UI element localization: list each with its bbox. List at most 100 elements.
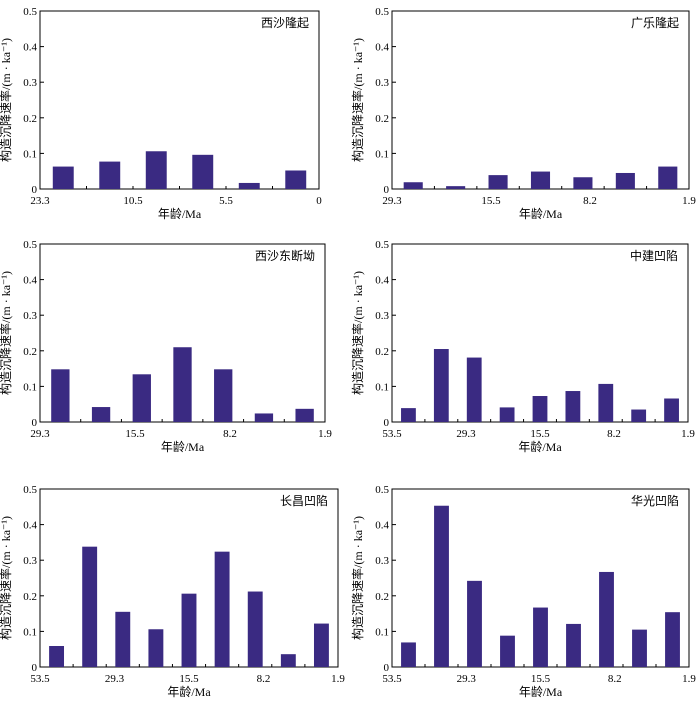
y-tick-label: 0.2 <box>375 346 389 358</box>
bar <box>82 546 98 667</box>
y-tick-label: 0.3 <box>23 310 37 322</box>
y-tick-label: 0.2 <box>23 591 37 603</box>
bar <box>664 398 679 422</box>
bar <box>632 629 647 667</box>
bar <box>446 186 466 189</box>
bar <box>115 611 131 667</box>
chart-panel: 0 0.1 0.2 0.3 0.4 0.5 29.3 15.5 8.2 1.9 西沙东断坳年龄/Ma… <box>0 239 332 454</box>
x-tick-label: 29.3 <box>456 428 476 440</box>
bar <box>285 170 307 189</box>
bar <box>51 369 70 422</box>
y-tick-label: 0.1 <box>375 626 389 638</box>
x-tick-label: 23.3 <box>30 195 50 207</box>
x-tick-label: 8.2 <box>607 428 621 440</box>
bar <box>214 551 230 667</box>
bar <box>565 391 581 422</box>
y-axis-label: 构造沉降速率/(m · ka⁻¹) <box>350 271 365 395</box>
bar <box>533 607 548 667</box>
x-axis-label: 年龄/Ma <box>158 207 202 221</box>
y-tick-label: 0 <box>32 417 38 429</box>
y-tick-label: 0.5 <box>375 239 389 251</box>
bar <box>145 151 167 189</box>
y-tick-label: 0.3 <box>375 310 389 322</box>
x-tick-label: 15.5 <box>530 428 550 440</box>
y-tick-label: 0.5 <box>23 484 37 496</box>
y-tick-label: 0.1 <box>23 148 37 160</box>
y-tick-label: 0.1 <box>375 148 389 160</box>
bar <box>599 571 614 667</box>
y-tick-label: 0.4 <box>23 42 37 54</box>
bar <box>466 357 482 422</box>
x-tick-label: 1.9 <box>682 673 696 685</box>
y-tick-label: 0.2 <box>375 113 389 125</box>
x-tick-label: 1.9 <box>331 673 345 685</box>
chart-title: 中建凹陷 <box>630 248 678 263</box>
chart-title: 西沙隆起 <box>261 15 309 30</box>
x-tick-label: 10.5 <box>123 195 143 207</box>
bar <box>566 623 581 667</box>
y-tick-label: 0.1 <box>23 381 37 393</box>
bar <box>467 580 482 667</box>
y-tick-label: 0.4 <box>375 42 389 54</box>
y-axis-label: 构造沉降速率/(m · ka⁻¹) <box>350 38 365 162</box>
y-tick-label: 0.5 <box>23 6 37 18</box>
y-tick-label: 0.5 <box>375 484 389 496</box>
plot-frame <box>39 10 320 190</box>
y-tick-label: 0.4 <box>23 275 37 287</box>
y-tick-label: 0.4 <box>375 275 389 287</box>
x-tick-label: 53.5 <box>382 428 402 440</box>
x-tick-label: 8.2 <box>608 673 622 685</box>
chart-title: 华光凹陷 <box>631 493 679 508</box>
y-tick-label: 0 <box>384 184 390 196</box>
x-tick-label: 15.5 <box>179 673 199 685</box>
x-tick-label: 53.5 <box>30 673 50 685</box>
y-axis-label: 构造沉降速率/(m · ka⁻¹) <box>0 38 13 162</box>
x-tick-label: 29.3 <box>30 428 50 440</box>
bar <box>181 593 197 667</box>
y-tick-label: 0.1 <box>375 381 389 393</box>
bar <box>401 408 416 422</box>
y-tick-label: 0 <box>384 662 390 674</box>
bar <box>631 409 647 422</box>
y-axis-label: 构造沉降速率/(m · ka⁻¹) <box>350 516 365 640</box>
chart-panel: 0 0.1 0.2 0.3 0.4 0.5 53.5 29.3 15.5 8.2 1.9 长昌凹陷年龄… <box>0 484 345 699</box>
y-tick-label: 0.4 <box>23 520 37 532</box>
bar <box>132 374 151 422</box>
bar <box>403 182 423 189</box>
y-tick-label: 0.2 <box>23 346 37 358</box>
chart-panel: 0 0.1 0.2 0.3 0.4 0.5 53.5 29.3 15.5 8.2 1.9 华光凹陷年龄… <box>350 484 696 699</box>
x-tick-label: 15.5 <box>531 673 551 685</box>
y-tick-label: 0.3 <box>23 77 37 89</box>
bar <box>500 635 515 667</box>
x-tick-label: 8.2 <box>223 428 237 440</box>
bar <box>247 591 263 667</box>
chart-title: 西沙东断坳 <box>255 248 315 263</box>
y-tick-label: 0.5 <box>23 239 37 251</box>
x-tick-label: 1.9 <box>681 428 695 440</box>
chart-panel: 0 0.1 0.2 0.3 0.4 0.5 53.5 29.3 15.5 8.2 1.9 中建凹陷年龄… <box>350 239 695 454</box>
y-tick-label: 0.3 <box>375 77 389 89</box>
bar <box>91 407 111 422</box>
bar <box>192 154 214 189</box>
x-axis-label: 年龄/Ma <box>167 685 211 699</box>
chart-title: 长昌凹陷 <box>280 493 328 508</box>
y-tick-label: 0 <box>32 662 38 674</box>
bar <box>214 369 233 422</box>
plot-frame <box>391 10 690 190</box>
x-axis-label: 年龄/Ma <box>518 440 562 454</box>
bar <box>573 177 593 189</box>
x-axis-label: 年龄/Ma <box>161 440 205 454</box>
y-tick-label: 0.2 <box>375 591 389 603</box>
y-tick-label: 0.3 <box>375 555 389 567</box>
bar <box>658 166 678 189</box>
bar <box>530 171 551 189</box>
bar <box>665 612 680 667</box>
bar <box>254 413 274 422</box>
y-tick-label: 0.3 <box>23 555 37 567</box>
bar <box>433 349 449 422</box>
x-tick-label: 1.9 <box>682 195 696 207</box>
x-tick-label: 8.2 <box>257 673 271 685</box>
x-tick-label: 0 <box>316 195 322 207</box>
